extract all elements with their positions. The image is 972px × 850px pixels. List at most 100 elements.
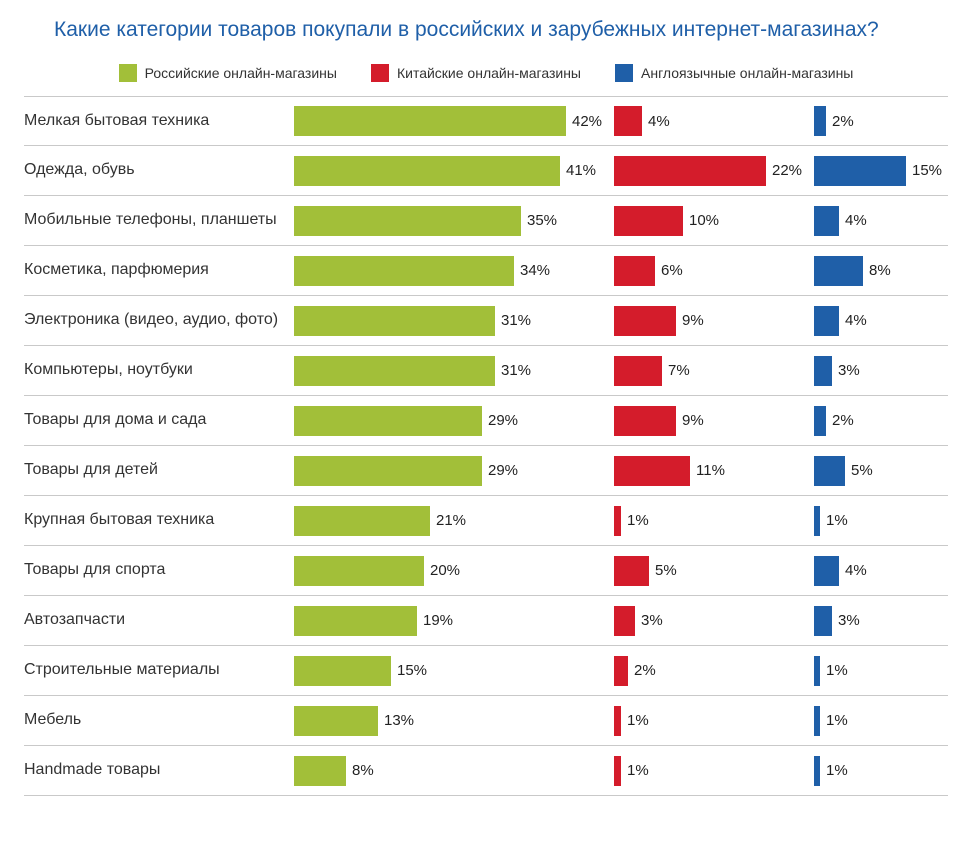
bar — [814, 356, 832, 386]
bar-group: 31% — [294, 296, 614, 345]
bar-group: 1% — [614, 496, 814, 545]
bar-value: 4% — [845, 212, 867, 229]
bar — [294, 406, 482, 436]
bars-area: 29% 9% 2% — [294, 396, 954, 445]
bar-value: 2% — [634, 662, 656, 679]
bar — [814, 456, 845, 486]
category-label: Товары для дома и сада — [24, 411, 294, 429]
bar-value: 1% — [826, 512, 848, 529]
bar-value: 6% — [661, 262, 683, 279]
chart-row: Одежда, обувь41%22%15% — [24, 146, 948, 196]
bar-group: 15% — [814, 146, 954, 195]
bar-group: 1% — [814, 746, 954, 795]
chart-row: Товары для детей29%11%5% — [24, 446, 948, 496]
bar — [614, 556, 649, 586]
category-label: Товары для детей — [24, 461, 294, 479]
bar-group: 1% — [614, 746, 814, 795]
category-label: Автозапчасти — [24, 611, 294, 629]
bar-value: 29% — [488, 412, 518, 429]
bar — [814, 606, 832, 636]
bar — [614, 356, 662, 386]
bar-value: 3% — [838, 612, 860, 629]
bar — [294, 706, 378, 736]
bar-group: 4% — [614, 97, 814, 145]
category-label: Мобильные телефоны, планшеты — [24, 211, 294, 229]
bar-group: 19% — [294, 596, 614, 645]
bar — [814, 156, 906, 186]
bar-group: 8% — [814, 246, 954, 295]
bar-group: 1% — [814, 646, 954, 695]
bar — [294, 656, 391, 686]
bars-area: 41%22%15% — [294, 146, 954, 195]
bar-value: 5% — [655, 562, 677, 579]
bar-group: 13% — [294, 696, 614, 745]
legend-label: Китайские онлайн-магазины — [397, 65, 581, 81]
bar — [814, 506, 820, 536]
bar-group: 29% — [294, 446, 614, 495]
legend-item: Российские онлайн-магазины — [119, 64, 337, 82]
bars-area: 35%10%4% — [294, 196, 954, 245]
bar-value: 31% — [501, 312, 531, 329]
bar — [814, 256, 863, 286]
bar-group: 31% — [294, 346, 614, 395]
bar-value: 13% — [384, 712, 414, 729]
bar-value: 3% — [838, 362, 860, 379]
bars-area: 8%1%1% — [294, 746, 954, 795]
bar — [614, 706, 621, 736]
chart-row: Строительные материалы15%2%1% — [24, 646, 948, 696]
bar-group: 9% — [614, 296, 814, 345]
bar-value: 1% — [627, 512, 649, 529]
bar — [614, 456, 690, 486]
bar — [294, 456, 482, 486]
bar-value: 7% — [668, 362, 690, 379]
chart-row: Косметика, парфюмерия34%6%8% — [24, 246, 948, 296]
bar-group: 7% — [614, 346, 814, 395]
bar-group: 3% — [814, 596, 954, 645]
bars-area: 31%9%4% — [294, 296, 954, 345]
bar-value: 4% — [845, 562, 867, 579]
bar-group: 3% — [814, 346, 954, 395]
bar — [814, 106, 826, 136]
bar-group: 34% — [294, 246, 614, 295]
chart-row: Мобильные телефоны, планшеты35%10%4% — [24, 196, 948, 246]
bar-value: 9% — [682, 412, 704, 429]
chart-row: Компьютеры, ноутбуки31%7%3% — [24, 346, 948, 396]
bar-value: 10% — [689, 212, 719, 229]
bar — [614, 656, 628, 686]
bar-value: 1% — [826, 762, 848, 779]
bar — [294, 356, 495, 386]
bar-group: 5% — [614, 546, 814, 595]
legend-swatch — [371, 64, 389, 82]
bars-area: 42%4% 2% — [294, 97, 954, 145]
bar-group: 3% — [614, 596, 814, 645]
chart-row: Товары для дома и сада 29% 9% 2% — [24, 396, 948, 446]
category-label: Мебель — [24, 711, 294, 729]
chart-row: Автозапчасти19%3%3% — [24, 596, 948, 646]
bar-group: 1% — [814, 696, 954, 745]
bar-value: 2% — [832, 113, 854, 130]
bar — [294, 256, 514, 286]
chart-row: Электроника (видео, аудио, фото)31%9%4% — [24, 296, 948, 346]
bar-group: 2% — [614, 646, 814, 695]
bar-value: 15% — [912, 162, 942, 179]
legend-swatch — [119, 64, 137, 82]
chart-title: Какие категории товаров покупали в росси… — [24, 18, 948, 42]
legend: Российские онлайн-магазины Китайские онла… — [24, 64, 948, 82]
bar — [814, 656, 820, 686]
bars-area: 15% 2% 1% — [294, 646, 954, 695]
category-label: Товары для спорта — [24, 561, 294, 579]
category-label: Мелкая бытовая техника — [24, 112, 294, 130]
legend-item: Китайские онлайн-магазины — [371, 64, 581, 82]
bar — [614, 156, 766, 186]
bar-group: 42% — [294, 97, 614, 145]
bars-area: 29%11%5% — [294, 446, 954, 495]
bar-value: 29% — [488, 462, 518, 479]
bar — [294, 506, 430, 536]
bar-value: 15% — [397, 662, 427, 679]
bar — [294, 206, 521, 236]
bar-value: 1% — [826, 662, 848, 679]
bar-value: 2% — [832, 412, 854, 429]
bar-value: 9% — [682, 312, 704, 329]
bar-value: 1% — [826, 712, 848, 729]
bar — [614, 606, 635, 636]
